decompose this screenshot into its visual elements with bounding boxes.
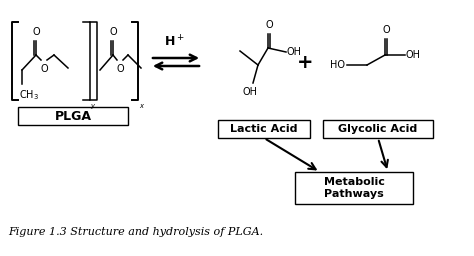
Text: $_x$: $_x$: [139, 101, 145, 111]
Text: $_y$: $_y$: [90, 101, 96, 111]
Text: O: O: [109, 27, 117, 37]
FancyBboxPatch shape: [18, 107, 128, 125]
Text: O: O: [265, 20, 273, 30]
Text: +: +: [297, 52, 313, 71]
Text: OH: OH: [406, 50, 421, 60]
Text: CH$_3$: CH$_3$: [19, 88, 39, 102]
FancyBboxPatch shape: [295, 172, 413, 204]
Text: HO: HO: [330, 60, 345, 70]
Text: O: O: [40, 64, 48, 74]
Text: OH: OH: [287, 47, 302, 57]
Text: OH: OH: [243, 87, 257, 97]
Text: H$^+$: H$^+$: [164, 34, 184, 50]
Text: Figure 1.3 Structure and hydrolysis of PLGA.: Figure 1.3 Structure and hydrolysis of P…: [8, 227, 263, 237]
FancyBboxPatch shape: [323, 120, 433, 138]
Text: O: O: [116, 64, 124, 74]
Text: Glycolic Acid: Glycolic Acid: [338, 124, 418, 134]
Text: PLGA: PLGA: [55, 110, 91, 123]
Text: Metabolic
Pathways: Metabolic Pathways: [324, 177, 384, 199]
Text: Lactic Acid: Lactic Acid: [230, 124, 298, 134]
Text: O: O: [382, 25, 390, 35]
FancyBboxPatch shape: [218, 120, 310, 138]
Text: O: O: [32, 27, 40, 37]
